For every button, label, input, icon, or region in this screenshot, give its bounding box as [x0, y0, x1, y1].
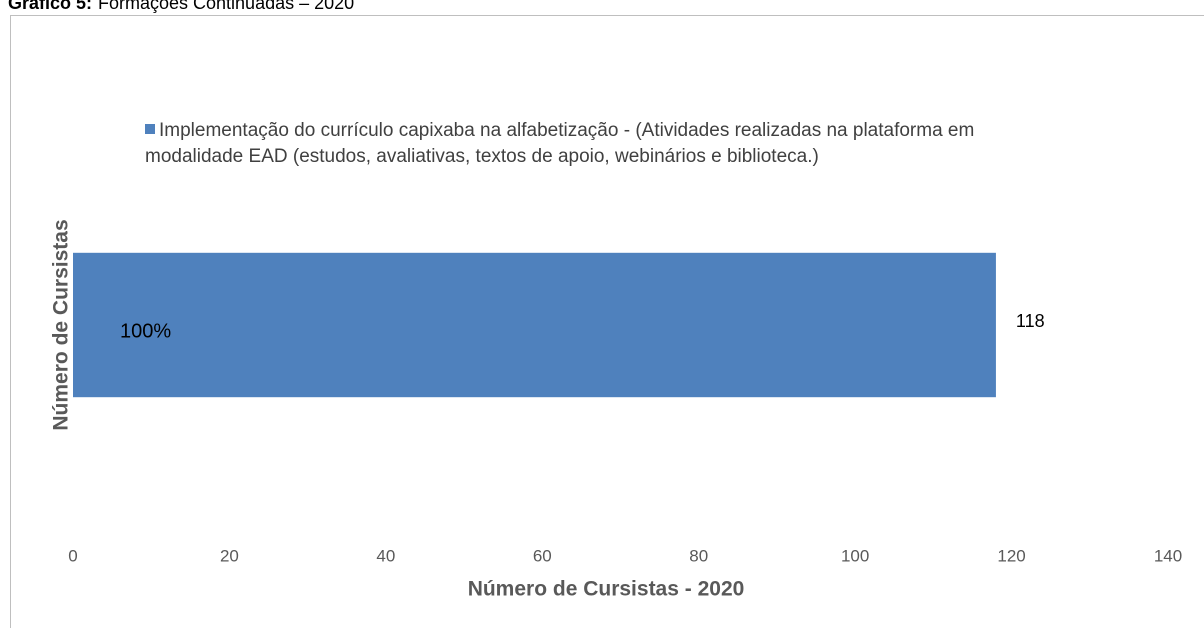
x-tick-label: 80 [689, 546, 708, 565]
x-tick-label: 40 [376, 546, 395, 565]
x-tick-label: 120 [997, 546, 1025, 565]
x-tick-label: 140 [1154, 546, 1182, 565]
legend: Implementação do currículo capixaba na a… [145, 118, 995, 170]
x-tick-label: 20 [220, 546, 239, 565]
x-tick-label: 100 [841, 546, 869, 565]
legend-swatch [145, 124, 155, 134]
legend-label: Implementação do currículo capixaba na a… [145, 120, 975, 167]
title-label: Gráfico 5: [8, 0, 92, 13]
data-label: 118 [1016, 311, 1045, 331]
x-tick-label: 0 [68, 546, 77, 565]
bar [73, 252, 996, 398]
x-tick-label: 60 [533, 546, 552, 565]
bar-annotation: 100% [120, 320, 171, 342]
chart-title: Formações Continuadas – 2020 [98, 0, 354, 13]
x-axis-title: Número de Cursistas - 2020 [468, 578, 745, 601]
y-axis-title: Número de Cursistas [50, 219, 73, 430]
